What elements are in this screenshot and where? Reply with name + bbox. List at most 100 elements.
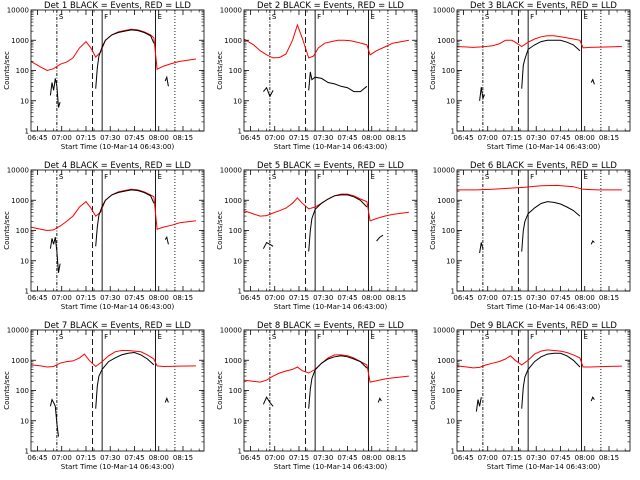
x-tick-label: 07:30	[526, 454, 546, 462]
x-tick-label: 07:30	[313, 294, 333, 302]
y-tick-label: 10000	[7, 167, 29, 175]
y-tick-label: 100	[442, 67, 455, 75]
y-tick-label: 10	[233, 97, 242, 105]
x-tick-label: 07:00	[265, 134, 285, 142]
y-tick-label: 10000	[433, 167, 455, 175]
x-tick-label: 07:15	[289, 294, 309, 302]
x-tick-label: 07:15	[502, 294, 522, 302]
x-tick-label: 08:15	[173, 294, 193, 302]
y-tick-label: 100	[229, 227, 242, 235]
x-tick-label: 07:15	[76, 454, 96, 462]
detector-plot-1: Det 1 BLACK = Events, RED = LLD S F E 1 10 100…	[3, 1, 205, 151]
y-tick-label: 1000	[437, 197, 455, 205]
x-tick-label: 08:00	[149, 134, 169, 142]
x-tick-label: 07:45	[550, 294, 570, 302]
y-tick-label: 1000	[437, 37, 455, 45]
x-tick-label: 07:45	[337, 454, 357, 462]
events-series-line	[262, 355, 382, 409]
lld-series-line	[457, 349, 622, 369]
y-tick-label: 10000	[433, 7, 455, 15]
detector-plot-4: Det 4 BLACK = Events, RED = LLD S F E 1 10 100…	[3, 161, 205, 311]
x-tick-label: 07:45	[550, 454, 570, 462]
time-marker-label: E	[583, 13, 587, 21]
x-tick-label: 08:15	[599, 134, 619, 142]
x-axis-label: Start Time (10-Mar-14 06:43:00)	[487, 303, 601, 311]
lld-series-line	[244, 23, 409, 59]
x-axis-label: Start Time (10-Mar-14 06:43:00)	[487, 143, 601, 151]
x-tick-label: 07:45	[124, 454, 144, 462]
x-tick-label: 07:00	[52, 294, 72, 302]
x-tick-label: 06:45	[453, 294, 473, 302]
y-tick-label: 100	[16, 227, 29, 235]
time-marker-label: S	[59, 173, 64, 181]
x-tick-label: 07:00	[478, 454, 498, 462]
y-tick-label: 1	[238, 448, 242, 456]
x-tick-label: 08:00	[575, 454, 595, 462]
y-tick-label: 1	[25, 448, 29, 456]
events-series-line	[479, 201, 595, 254]
x-tick-label: 06:45	[240, 294, 260, 302]
x-tick-label: 08:00	[575, 294, 595, 302]
time-marker-label: E	[370, 13, 374, 21]
x-tick-label: 08:15	[173, 134, 193, 142]
x-tick-label: 06:45	[453, 134, 473, 142]
y-tick-label: 10	[446, 417, 455, 425]
y-tick-label: 100	[229, 67, 242, 75]
time-marker-label: E	[157, 173, 161, 181]
x-tick-label: 07:15	[76, 294, 96, 302]
lld-series-line	[457, 184, 622, 191]
time-marker-label: E	[157, 333, 161, 341]
x-tick-label: 07:00	[52, 134, 72, 142]
y-tick-label: 1000	[224, 37, 242, 45]
x-axis-label: Start Time (10-Mar-14 06:43:00)	[61, 303, 175, 311]
x-tick-label: 07:30	[100, 134, 120, 142]
x-axis-label: Start Time (10-Mar-14 06:43:00)	[274, 463, 388, 471]
x-tick-label: 08:15	[386, 294, 406, 302]
plot-title: Det 9 BLACK = Events, RED = LLD	[470, 321, 617, 331]
y-tick-label: 100	[16, 67, 29, 75]
x-tick-label: 06:45	[27, 134, 47, 142]
time-marker-label: E	[370, 333, 374, 341]
y-tick-label: 10	[446, 97, 455, 105]
x-axis-label: Start Time (10-Mar-14 06:43:00)	[274, 143, 388, 151]
x-tick-label: 07:15	[289, 454, 309, 462]
y-tick-label: 1000	[11, 37, 29, 45]
x-tick-label: 07:45	[550, 134, 570, 142]
x-tick-label: 08:00	[149, 454, 169, 462]
y-tick-label: 10	[20, 97, 29, 105]
time-marker-label: E	[157, 13, 161, 21]
y-tick-label: 10000	[433, 327, 455, 335]
time-marker-label: F	[104, 333, 108, 341]
plot-title: Det 4 BLACK = Events, RED = LLD	[44, 161, 191, 171]
events-series-line	[49, 351, 169, 437]
y-tick-label: 10	[233, 257, 242, 265]
time-marker-label: F	[317, 13, 321, 21]
detector-plot-7: Det 7 BLACK = Events, RED = LLD S F E 1 10 100…	[3, 321, 205, 471]
x-tick-label: 08:00	[149, 294, 169, 302]
x-tick-label: 07:00	[52, 454, 72, 462]
x-tick-label: 08:15	[599, 454, 619, 462]
events-series-line	[49, 29, 169, 108]
time-marker-label: E	[583, 173, 587, 181]
plot-title: Det 2 BLACK = Events, RED = LLD	[257, 1, 404, 11]
detector-plot-2: Det 2 BLACK = Events, RED = LLD S F E 1 10 100…	[216, 1, 418, 151]
plot-title: Det 7 BLACK = Events, RED = LLD	[44, 321, 191, 331]
y-tick-label: 10000	[220, 167, 242, 175]
x-tick-label: 07:30	[526, 294, 546, 302]
x-tick-label: 08:00	[362, 294, 382, 302]
detector-plot-8: Det 8 BLACK = Events, RED = LLD S F E 1 10 100…	[216, 321, 418, 471]
y-tick-label: 1000	[11, 197, 29, 205]
x-tick-label: 08:15	[599, 294, 619, 302]
y-axis-label: Counts/sec	[216, 211, 224, 250]
time-marker-label: F	[530, 13, 534, 21]
y-tick-label: 10	[20, 417, 29, 425]
x-tick-label: 08:15	[173, 454, 193, 462]
y-tick-label: 10000	[220, 7, 242, 15]
plot-title: Det 8 BLACK = Events, RED = LLD	[257, 321, 404, 331]
y-tick-label: 1	[238, 288, 242, 296]
x-tick-label: 08:15	[386, 134, 406, 142]
x-tick-label: 06:45	[240, 134, 260, 142]
time-marker-label: S	[59, 333, 64, 341]
x-tick-label: 07:00	[478, 134, 498, 142]
plot-title: Det 3 BLACK = Events, RED = LLD	[470, 1, 617, 11]
